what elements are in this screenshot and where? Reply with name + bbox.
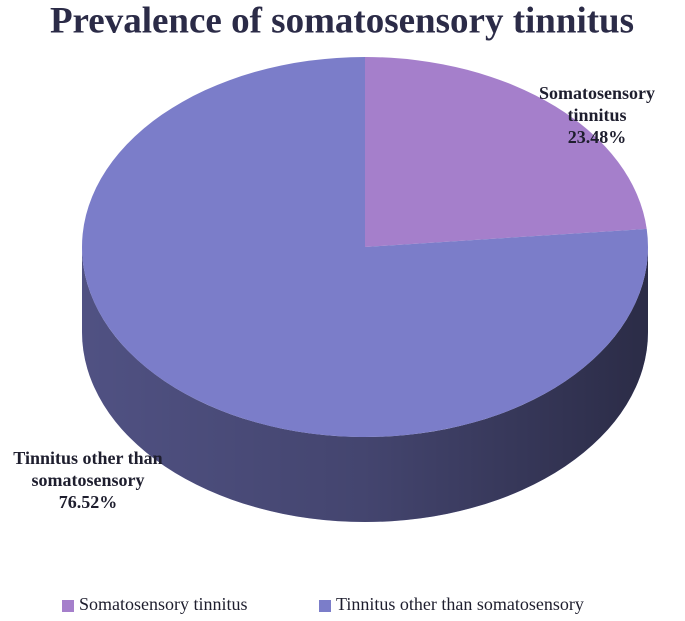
data-label-value: 76.52%: [58, 492, 118, 512]
legend-label: Somatosensory tinnitus: [79, 594, 248, 614]
legend-swatch: [319, 600, 331, 612]
legend-swatch: [62, 600, 74, 612]
data-label-category: Somatosensory tinnitus: [539, 83, 655, 125]
pie-slice: [82, 57, 649, 437]
data-label-category: Tinnitus other than somatosensory: [13, 448, 163, 490]
pie-slice: [365, 57, 647, 247]
data-label: Tinnitus other than somatosensory 76.52%: [8, 447, 168, 513]
pie-side-shade: [82, 247, 648, 522]
legend-label: Tinnitus other than somatosensory: [336, 594, 584, 614]
data-label: Somatosensory tinnitus 23.48%: [527, 82, 667, 148]
data-label-value: 23.48%: [567, 127, 627, 147]
chart-title: Prevalence of somatosensory tinnitus: [50, 0, 634, 41]
